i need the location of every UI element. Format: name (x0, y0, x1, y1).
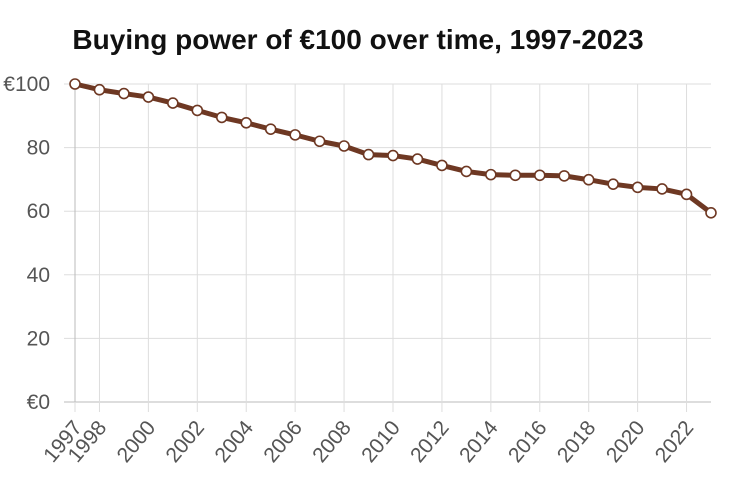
y-tick-label: 40 (27, 264, 50, 287)
y-tick-label: €0 (27, 391, 50, 414)
y-tick-label: 80 (27, 137, 50, 160)
data-point (142, 91, 155, 103)
x-tick-label: 2006 (259, 416, 307, 467)
y-tick-label: 20 (27, 327, 50, 350)
data-point (705, 206, 717, 219)
data-point (485, 168, 497, 181)
data-point (680, 188, 693, 201)
data-point (313, 135, 326, 148)
x-tick-label: 2018 (553, 416, 601, 467)
y-tick-label: 60 (27, 200, 50, 223)
data-point (289, 129, 301, 141)
data-point (558, 170, 571, 182)
data-point (118, 87, 130, 100)
data-point (93, 83, 106, 96)
data-point (607, 178, 619, 190)
data-point (460, 165, 473, 178)
data-point (167, 97, 179, 109)
data-point (436, 159, 448, 172)
x-tick-label: 2016 (504, 416, 552, 467)
data-point (69, 78, 81, 90)
data-point (509, 169, 522, 182)
x-tick-label: 2000 (113, 416, 161, 467)
data-point (411, 153, 424, 165)
data-point (387, 149, 399, 162)
x-tick-label: 2008 (308, 416, 356, 467)
data-point (582, 173, 595, 186)
data-point (215, 111, 228, 124)
y-tick-labels: €0 20 40 60 80 €100 (3, 73, 50, 414)
data-point (191, 104, 204, 117)
x-tick-label: 2014 (455, 416, 503, 467)
data-point (656, 183, 668, 195)
x-tick-label: 2004 (210, 416, 258, 467)
data-point (631, 181, 644, 194)
x-tick-label: 2020 (602, 416, 650, 467)
data-point (362, 148, 375, 161)
grid (64, 83, 711, 412)
series (69, 78, 717, 219)
x-tick-label: 2002 (161, 416, 209, 467)
x-tick-label: 2022 (651, 416, 699, 467)
data-point (533, 169, 546, 182)
data-point (240, 116, 253, 129)
y-tick-label: €100 (3, 73, 50, 96)
data-point (264, 123, 277, 135)
data-point (338, 140, 350, 152)
chart-title: Buying power of €100 over time, 1997-202… (72, 24, 644, 55)
x-tick-label: 2012 (406, 416, 454, 467)
x-tick-label: 2010 (357, 416, 405, 467)
